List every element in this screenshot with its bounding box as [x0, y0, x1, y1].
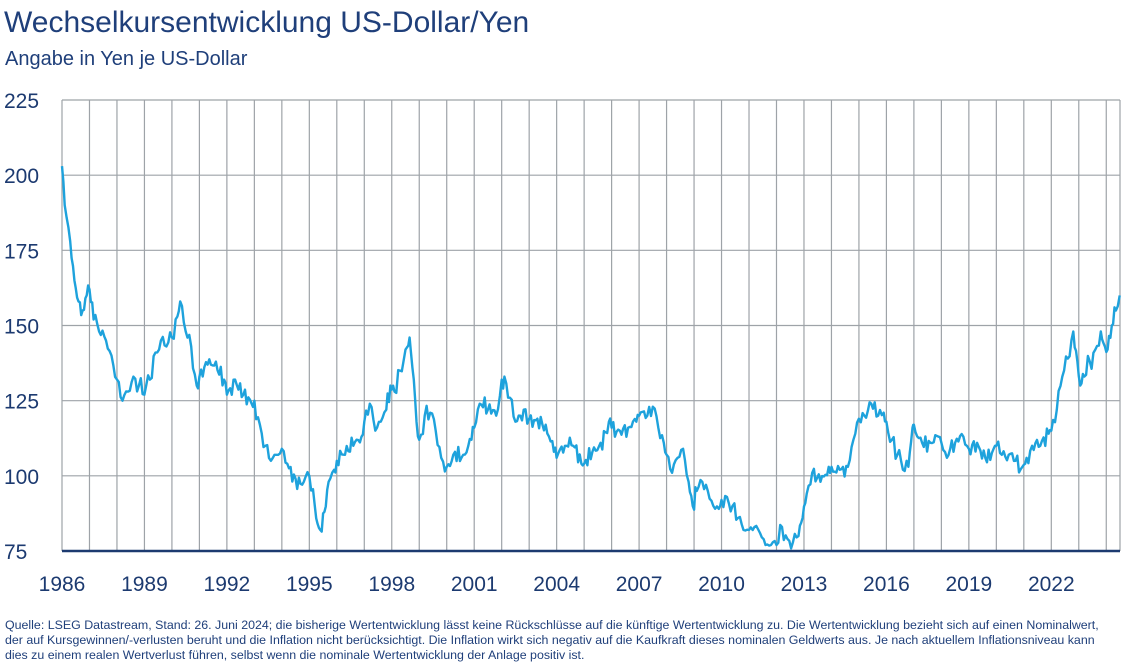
- x-axis-ticks: 1986 1989 1992 1995 1998 2001 2004 2007 2010 2013…: [39, 573, 1075, 596]
- usd-jpy-line: [60, 165, 1121, 550]
- x-tick-label: 2016: [863, 573, 910, 596]
- x-tick-label: 1998: [368, 573, 415, 596]
- x-tick-label: 2007: [616, 573, 663, 596]
- x-tick-label: 1995: [286, 573, 333, 596]
- x-tick-label: 2013: [781, 573, 828, 596]
- x-tick-label: 1986: [39, 573, 86, 596]
- x-tick-label: 2022: [1028, 573, 1075, 596]
- chart-title: Wechselkursentwicklung US-Dollar/Yen: [4, 6, 530, 39]
- x-tick-label: 2004: [533, 573, 580, 596]
- x-tick-label: 2010: [698, 573, 745, 596]
- x-tick-label: 1989: [121, 573, 168, 596]
- x-tick-label: 2001: [451, 573, 498, 596]
- gridlines: [61, 99, 1121, 551]
- x-tick-label: 2019: [945, 573, 992, 596]
- series-layer: [60, 165, 1121, 550]
- y-tick-label: 75: [4, 541, 27, 564]
- y-tick-label: 100: [4, 466, 39, 489]
- y-tick-label: 150: [4, 316, 39, 339]
- y-axis-ticks: 75 100 125 150 175 200 225: [4, 90, 39, 564]
- source-footnote: Quelle: LSEG Datastream, Stand: 26. Juni…: [5, 618, 1099, 662]
- chart-subtitle: Angabe in Yen je US-Dollar: [5, 48, 248, 70]
- y-tick-label: 125: [4, 391, 39, 414]
- y-tick-label: 175: [4, 240, 39, 263]
- line-chart: 75 100 125 150 175 200 225 1986 1989 1992 1995 199…: [4, 90, 1121, 596]
- x-tick-label: 1992: [204, 573, 251, 596]
- y-tick-label: 200: [4, 165, 39, 188]
- y-tick-label: 225: [4, 90, 39, 113]
